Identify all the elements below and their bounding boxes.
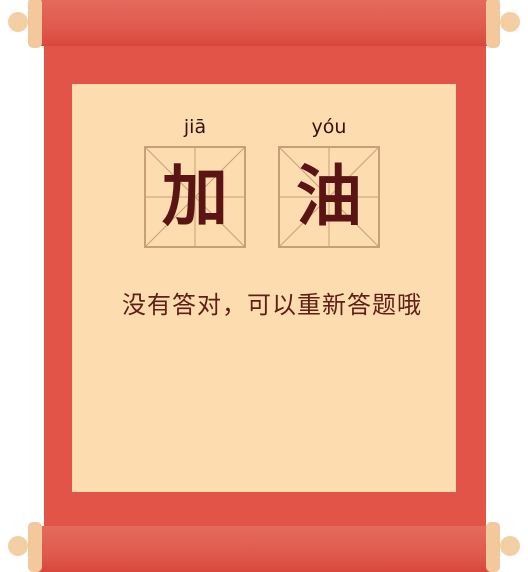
top-rod-right-knob <box>500 12 520 32</box>
message-panel <box>72 84 456 492</box>
bottom-rod-left-knob <box>8 536 28 556</box>
grid-guide-icon <box>280 148 378 246</box>
character-box-jia: 加 <box>144 146 246 248</box>
scroll-bottom-rod <box>36 526 492 572</box>
top-rod-left-cap <box>28 0 42 48</box>
grid-guide-icon <box>146 148 244 246</box>
pinyin-jia: jiā <box>183 116 207 138</box>
top-rod-left-knob <box>8 12 28 32</box>
character-box-you: 油 <box>278 146 380 248</box>
top-rod-right-cap <box>486 0 500 48</box>
scroll-top-rod <box>36 0 492 46</box>
bottom-rod-right-cap <box>486 522 500 572</box>
character-you: 油 <box>296 158 362 235</box>
pinyin-you: yóu <box>311 116 347 138</box>
retry-message: 没有答对，可以重新答题哦 <box>122 291 422 319</box>
bottom-rod-right-knob <box>500 536 520 556</box>
bottom-rod-left-cap <box>28 522 42 572</box>
character-jia: 加 <box>162 158 228 235</box>
